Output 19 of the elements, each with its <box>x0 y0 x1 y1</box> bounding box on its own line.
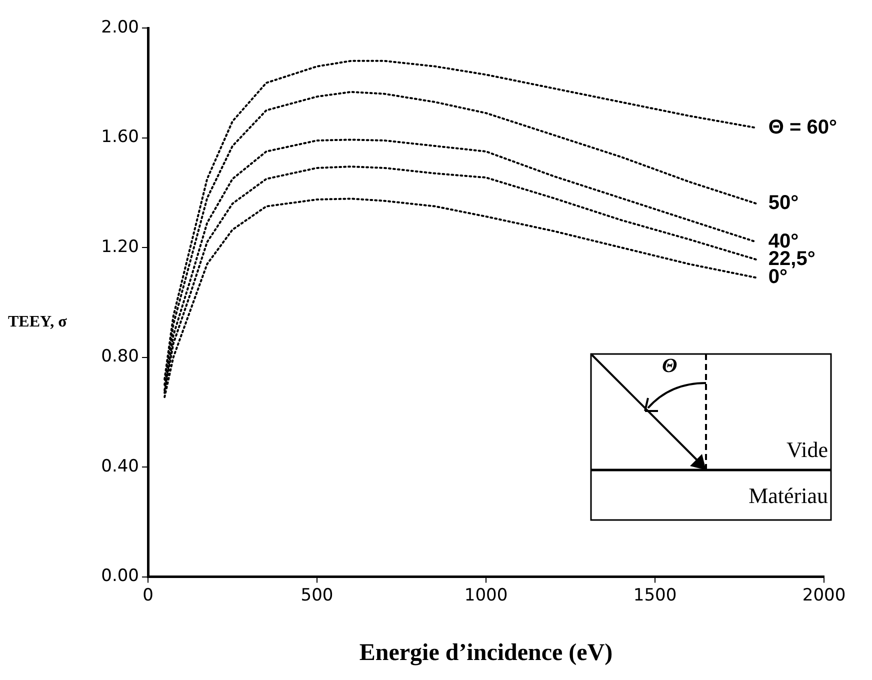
annotation: Θ <box>662 355 678 378</box>
y-tick-label: 0.00 <box>101 566 139 586</box>
y-tick-label: 1.20 <box>101 236 139 257</box>
annotation: Vide <box>786 437 828 463</box>
incidence-diagram: Θ Vide Matériau <box>590 353 832 521</box>
series-label: 50° <box>768 192 799 214</box>
y-tick-label: 2.00 <box>101 17 139 38</box>
x-axis-title: Energie d’incidence (eV) <box>359 640 613 666</box>
y-axis-title: TEEY, σ <box>8 314 68 331</box>
y-tick-label: 1.60 <box>101 127 139 148</box>
x-tick-label: 1000 <box>464 585 508 606</box>
x-tick-label: 1500 <box>633 585 677 606</box>
x-tick-label: 2000 <box>802 585 846 606</box>
annotation: Matériau <box>748 483 828 509</box>
x-tick-label: 0 <box>142 585 154 606</box>
y-tick-label: 0.40 <box>101 456 139 476</box>
y-tick-label: 0.80 <box>101 346 139 367</box>
x-tick-label: 500 <box>300 585 334 606</box>
series-label: Θ = 60° <box>768 116 837 138</box>
